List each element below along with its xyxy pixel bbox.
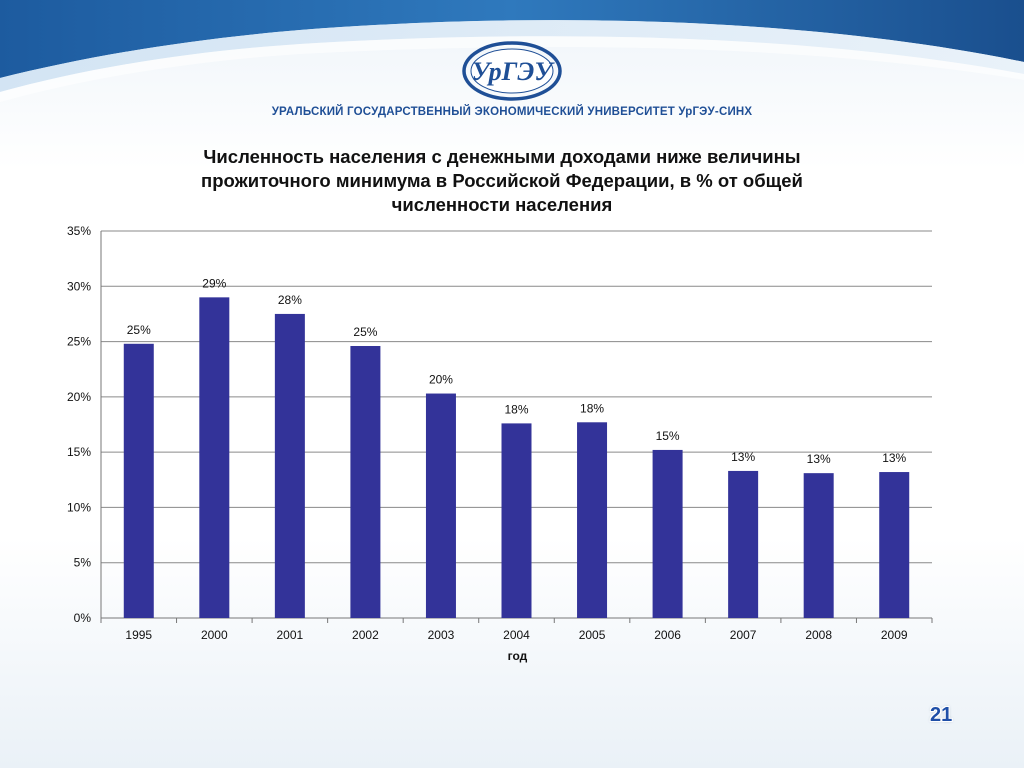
data-label: 18% — [580, 401, 604, 415]
chart-title-line: численности населения — [391, 194, 613, 215]
chart-title-line: прожиточного минимума в Российской Федер… — [201, 170, 803, 191]
y-tick-label: 0% — [74, 611, 92, 625]
data-label: 15% — [656, 429, 680, 443]
bar — [577, 422, 608, 618]
header-wave-decoration — [0, 0, 1024, 102]
x-tick-label: 2006 — [654, 628, 681, 642]
x-tick-label: 2005 — [579, 628, 606, 642]
bar — [123, 343, 154, 618]
chart-title-line: Численность населения с денежными дохода… — [203, 146, 801, 167]
x-tick-label: 2007 — [730, 628, 757, 642]
data-label: 20% — [429, 373, 453, 387]
x-tick-label: 2009 — [881, 628, 908, 642]
y-tick-label: 10% — [67, 500, 91, 514]
data-label: 13% — [731, 450, 755, 464]
svg-text:УрГЭУ: УрГЭУ — [472, 57, 556, 86]
y-tick-label: 5% — [74, 556, 92, 570]
data-label: 29% — [202, 276, 226, 290]
y-tick-label: 30% — [67, 279, 91, 293]
bar — [879, 472, 910, 618]
bar — [728, 470, 759, 618]
bar — [425, 393, 456, 618]
page-number: 21 — [930, 704, 953, 726]
y-tick-label: 20% — [67, 390, 91, 404]
university-logo: УрГЭУ — [462, 41, 562, 101]
x-tick-label: 2003 — [428, 628, 455, 642]
data-label: 18% — [504, 402, 528, 416]
x-tick-label: 2001 — [277, 628, 304, 642]
data-label: 25% — [353, 325, 377, 339]
data-label: 28% — [278, 293, 302, 307]
x-tick-label: 2002 — [352, 628, 379, 642]
data-label: 25% — [127, 323, 151, 337]
x-tick-label: 2000 — [201, 628, 228, 642]
x-tick-label: 2004 — [503, 628, 530, 642]
university-name: УРАЛЬСКИЙ ГОСУДАРСТВЕННЫЙ ЭКОНОМИЧЕСКИЙ … — [271, 106, 753, 118]
data-label: 13% — [882, 451, 906, 465]
data-label: 13% — [807, 452, 831, 466]
bar — [199, 297, 230, 618]
x-axis-title: год — [508, 649, 528, 663]
y-tick-label: 15% — [67, 445, 91, 459]
y-tick-label: 35% — [67, 224, 91, 238]
y-tick-label: 25% — [67, 335, 91, 349]
bar — [350, 345, 381, 618]
bar — [274, 313, 305, 618]
bar — [803, 473, 834, 618]
chart-title: Численность населения с денежными дохода… — [150, 145, 854, 217]
x-tick-label: 2008 — [805, 628, 832, 642]
bar — [501, 423, 532, 618]
bar — [652, 449, 683, 618]
x-tick-label: 1995 — [125, 628, 152, 642]
